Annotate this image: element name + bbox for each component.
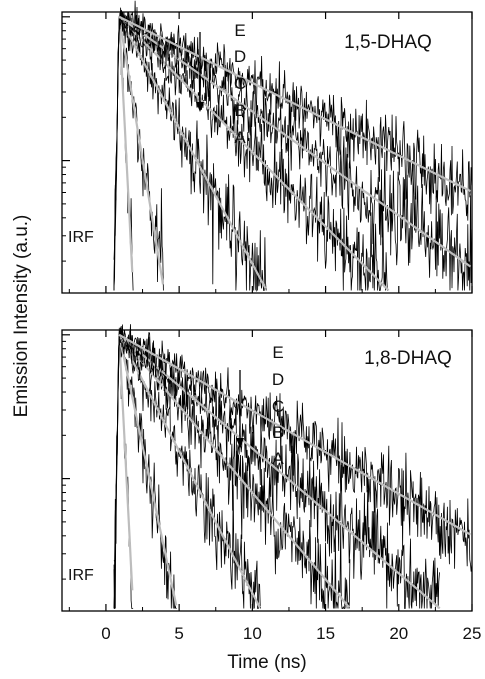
letter-b-top: B xyxy=(234,101,245,120)
plot-frame-bottom xyxy=(61,329,473,612)
irf-label-top: IRF xyxy=(68,229,94,246)
decay-trace-d xyxy=(113,325,440,609)
x-tick-label: 20 xyxy=(389,624,408,643)
fit-curve-b xyxy=(118,334,261,608)
letter-d-bottom: D xyxy=(272,370,284,389)
letter-a-bottom: A xyxy=(272,449,284,468)
panel-title-bottom: 1,8-DHAQ xyxy=(364,348,452,369)
x-tick-label: 10 xyxy=(243,624,262,643)
fit-curve-d xyxy=(118,333,441,610)
fit-curve-irf xyxy=(118,334,134,591)
y-axis-title: Emission Intensity (a.u.) xyxy=(11,215,32,418)
plot-frame-top xyxy=(61,11,473,294)
fit-curve-a xyxy=(118,334,178,606)
fit-curve-c xyxy=(118,16,390,292)
letter-e-bottom: E xyxy=(272,343,283,362)
fit-curve-irf xyxy=(118,16,134,273)
letter-b-bottom: B xyxy=(272,423,283,442)
letter-e-top: E xyxy=(234,21,245,40)
x-axis-title: Time (ns) xyxy=(227,652,307,673)
letter-a-top: A xyxy=(234,128,246,147)
x-tick-label: 0 xyxy=(101,624,110,643)
letters-bottom: E D C B A xyxy=(272,343,284,468)
letter-d-top: D xyxy=(234,47,246,66)
x-tick-label: 15 xyxy=(316,624,335,643)
fit-curve-d xyxy=(118,15,472,268)
arrow-bottom xyxy=(236,370,244,448)
bottom-ticks xyxy=(62,330,473,611)
letters-top: E D C B A xyxy=(234,21,246,147)
fit-curve-e xyxy=(118,333,472,536)
panel-title-top: 1,5-DHAQ xyxy=(344,32,432,53)
fit-curve-c xyxy=(118,334,350,608)
fit-curve-a xyxy=(118,16,165,285)
top-ticks xyxy=(62,12,473,293)
arrow-top xyxy=(196,32,204,112)
decay-trace-b xyxy=(113,324,261,609)
fit-curve-b xyxy=(118,16,267,289)
panel-bottom: 1,8-DHAQ IRF E D C B A xyxy=(61,324,473,612)
letter-c-bottom: C xyxy=(272,397,284,416)
x-tick-label: 5 xyxy=(174,624,183,643)
x-tick-labels: 0 5 10 15 20 25 xyxy=(101,624,481,643)
decay-trace-e xyxy=(113,11,473,291)
x-tick-label: 25 xyxy=(463,624,482,643)
top-curves xyxy=(113,0,473,293)
fit-curve-e xyxy=(118,15,471,193)
irf-label-bottom: IRF xyxy=(68,567,94,584)
letter-c-top: C xyxy=(234,74,246,93)
panel-top: 1,5-DHAQ IRF E D C B A xyxy=(61,0,473,294)
bottom-curves xyxy=(113,324,473,610)
